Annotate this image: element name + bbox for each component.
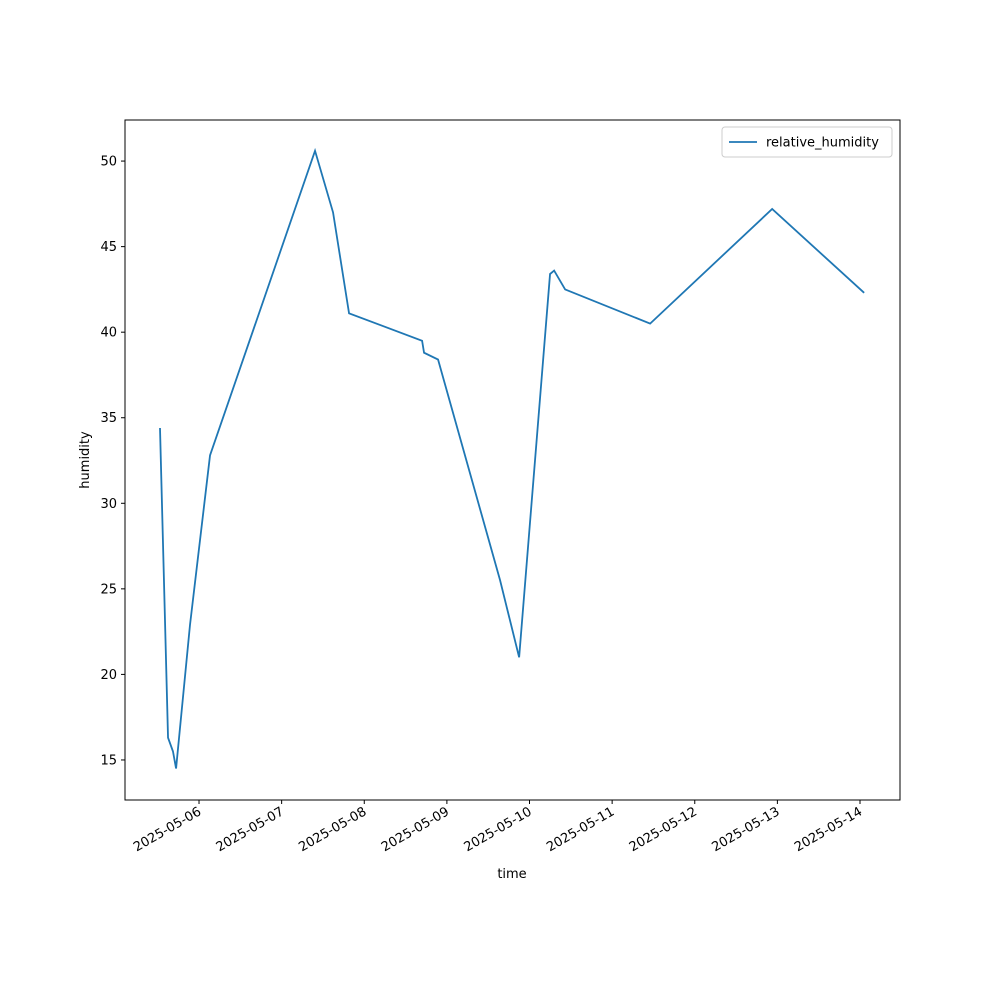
x-tick-label: 2025-05-08	[296, 804, 369, 855]
x-tick-label: 2025-05-10	[462, 804, 535, 855]
y-tick-label: 35	[100, 411, 117, 426]
x-tick-label: 2025-05-13	[709, 804, 782, 855]
x-tick-label: 2025-05-07	[214, 804, 287, 855]
legend-box	[721, 126, 893, 158]
y-tick-label: 45	[100, 240, 117, 255]
x-axis-label: time	[497, 867, 526, 882]
plot-frame	[124, 119, 901, 801]
x-tick-label: 2025-05-14	[792, 804, 865, 855]
y-axis-label: humidity	[78, 431, 93, 489]
y-tick-label: 15	[100, 753, 117, 768]
legend-label: relative_humidity	[766, 136, 879, 151]
x-tick-label: 2025-05-12	[627, 804, 700, 855]
data-line	[159, 147, 865, 769]
y-tick-label: 50	[100, 155, 117, 170]
y-tick-label: 20	[100, 668, 117, 683]
x-tick-label: 2025-05-06	[131, 804, 204, 855]
y-tick-label: 25	[100, 582, 117, 597]
y-tick-label: 30	[100, 497, 117, 512]
y-tick-label: 40	[100, 326, 117, 341]
x-tick-label: 2025-05-11	[544, 804, 617, 855]
x-tick-label: 2025-05-09	[379, 804, 452, 855]
